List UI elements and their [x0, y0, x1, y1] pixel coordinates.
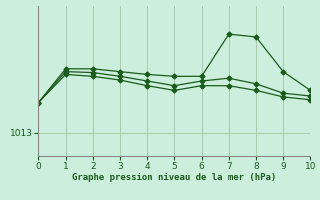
X-axis label: Graphe pression niveau de la mer (hPa): Graphe pression niveau de la mer (hPa) — [72, 173, 276, 182]
